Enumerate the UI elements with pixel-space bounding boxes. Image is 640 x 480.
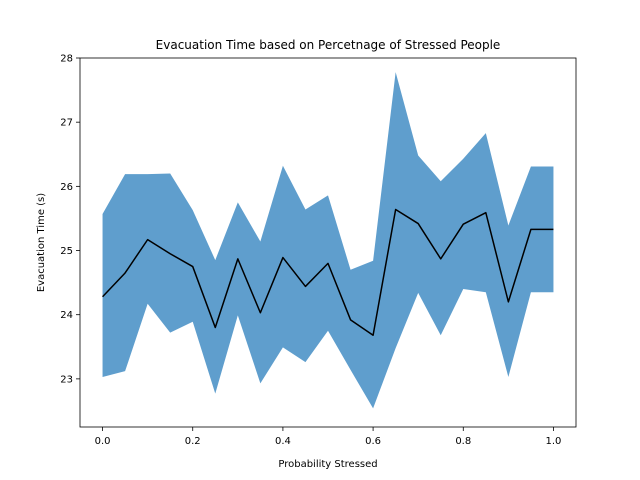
x-tick-label: 1.0 — [546, 436, 562, 447]
y-tick-label: 28 — [60, 54, 73, 65]
chart-title: Evacuation Time based on Percetnage of S… — [156, 38, 501, 52]
y-tick-label: 27 — [60, 118, 73, 129]
x-tick-label: 0.0 — [95, 436, 111, 447]
mean-line — [102, 208, 554, 336]
plot-frame — [79, 57, 577, 428]
x-tick-label: 0.6 — [365, 436, 381, 447]
x-tick-label: 0.2 — [185, 436, 201, 447]
y-tick-label: 24 — [60, 310, 73, 321]
range-band — [102, 72, 554, 409]
y-tick-label: 23 — [60, 374, 73, 385]
x-axis-label: Probability Stressed — [278, 459, 377, 470]
y-axis: 23 24 25 26 27 28 — [60, 54, 80, 385]
y-axis-label: Evacuation Time (s) — [36, 193, 47, 292]
y-tick-label: 26 — [60, 182, 73, 193]
x-tick-label: 0.8 — [455, 436, 471, 447]
x-axis: 0.0 0.2 0.4 0.6 0.8 1.0 — [95, 427, 562, 447]
x-tick-label: 0.4 — [275, 436, 291, 447]
line-layer — [102, 208, 554, 336]
band-layer — [102, 72, 554, 409]
y-tick-label: 25 — [60, 246, 73, 257]
